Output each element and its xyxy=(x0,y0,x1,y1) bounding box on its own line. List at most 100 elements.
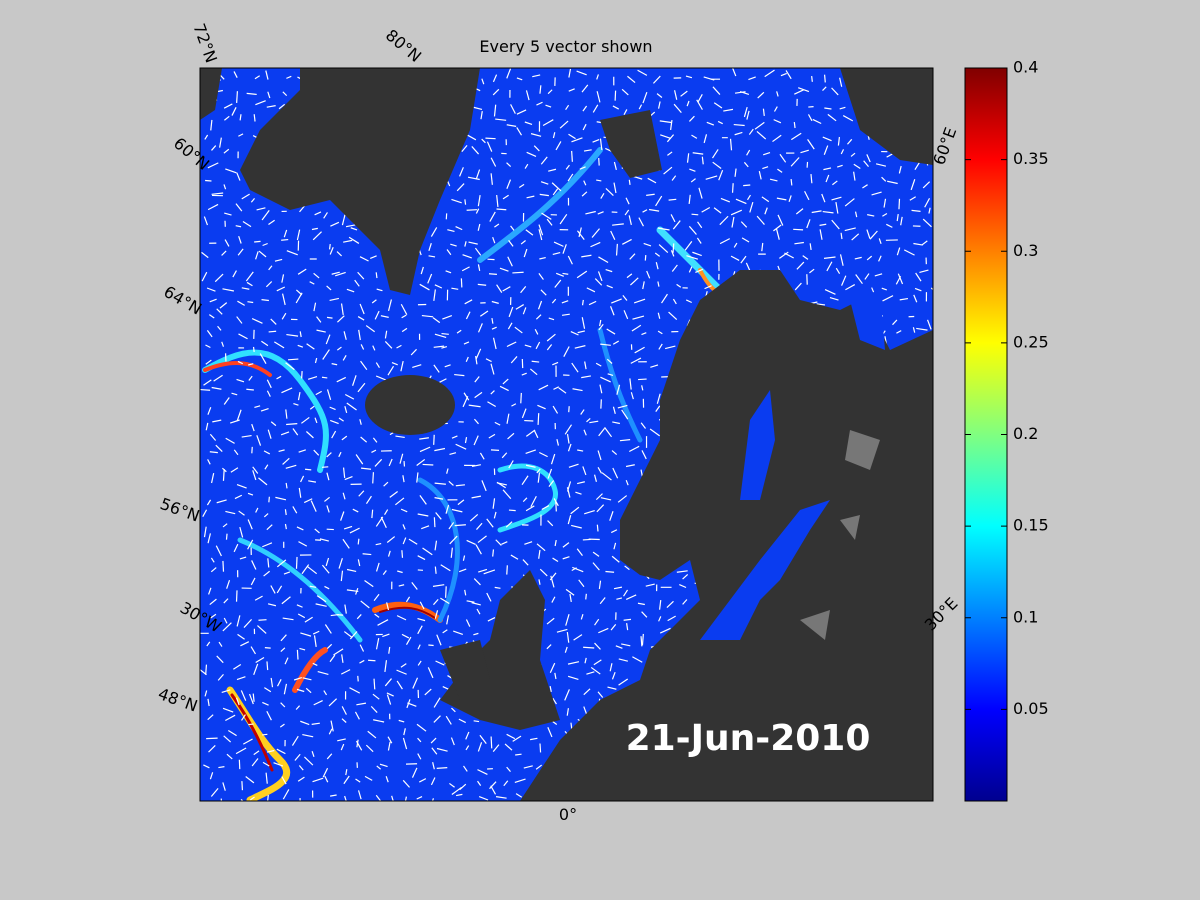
vector xyxy=(364,775,373,781)
vector xyxy=(223,148,230,154)
vector xyxy=(539,743,542,753)
vector xyxy=(451,508,463,513)
vector xyxy=(308,480,317,483)
vector xyxy=(402,524,406,530)
vector xyxy=(219,74,225,80)
vector xyxy=(230,419,240,424)
vector xyxy=(824,107,832,110)
vector xyxy=(210,613,217,619)
vector xyxy=(412,677,419,689)
vector xyxy=(546,218,553,226)
vector xyxy=(491,317,494,324)
vector xyxy=(576,230,585,241)
vector xyxy=(385,776,389,783)
vector xyxy=(567,255,573,265)
vector xyxy=(672,220,681,230)
vector xyxy=(396,669,407,675)
vector xyxy=(446,249,452,256)
vector xyxy=(922,181,931,189)
vector xyxy=(593,474,598,482)
vector xyxy=(825,174,830,183)
vector xyxy=(629,277,639,286)
vector xyxy=(621,88,629,96)
vector xyxy=(276,748,286,755)
vector xyxy=(526,195,535,199)
vector xyxy=(688,115,695,122)
vector xyxy=(746,149,751,156)
vector xyxy=(582,123,587,131)
vector xyxy=(223,103,233,109)
vector xyxy=(323,212,328,219)
vector xyxy=(436,767,448,769)
vector xyxy=(822,86,827,92)
vector xyxy=(670,119,673,130)
vector xyxy=(433,345,445,348)
vector xyxy=(632,656,643,663)
vector xyxy=(225,533,228,540)
vector xyxy=(510,356,518,364)
vector xyxy=(473,435,479,446)
vector xyxy=(590,241,601,248)
vector xyxy=(577,481,585,485)
vector xyxy=(265,281,273,288)
vector xyxy=(568,463,579,468)
vector xyxy=(232,270,237,278)
vector xyxy=(779,251,789,259)
vector xyxy=(395,497,405,506)
vector xyxy=(553,241,564,247)
vector xyxy=(855,274,863,285)
vector xyxy=(477,780,482,786)
vector xyxy=(268,265,273,271)
vector xyxy=(502,378,509,385)
vector xyxy=(629,253,636,260)
vector xyxy=(547,468,553,479)
vector xyxy=(624,565,630,571)
vector xyxy=(525,449,536,454)
vector xyxy=(358,329,361,341)
vector xyxy=(628,215,632,225)
vector xyxy=(896,330,902,334)
vector xyxy=(553,386,560,390)
vector xyxy=(499,385,509,392)
vector xyxy=(349,527,360,534)
vector xyxy=(449,782,455,788)
vector xyxy=(262,761,270,767)
vector xyxy=(371,509,374,519)
vector xyxy=(313,700,323,706)
vector xyxy=(341,706,347,715)
vector xyxy=(501,541,508,545)
vector xyxy=(213,374,223,382)
vector xyxy=(204,134,209,140)
vector xyxy=(359,644,365,652)
vector xyxy=(352,508,359,513)
vector xyxy=(584,361,587,370)
vector xyxy=(374,310,380,320)
vector xyxy=(652,75,661,84)
vector xyxy=(657,312,661,319)
vector xyxy=(526,151,537,157)
vector xyxy=(612,105,620,110)
vector xyxy=(310,500,317,512)
vector xyxy=(545,104,552,108)
vector xyxy=(304,756,314,766)
vector xyxy=(222,288,235,292)
vector xyxy=(224,115,230,121)
vector xyxy=(331,271,340,275)
vector xyxy=(657,227,670,231)
vector xyxy=(251,560,257,570)
vector xyxy=(835,267,841,275)
vector xyxy=(281,776,287,785)
vector xyxy=(237,360,244,365)
vector xyxy=(430,777,436,786)
vector xyxy=(422,547,433,556)
vector xyxy=(274,258,283,262)
vector xyxy=(640,469,643,477)
vector xyxy=(483,569,496,575)
vector xyxy=(574,345,586,349)
vector xyxy=(521,408,527,419)
vector xyxy=(296,604,303,608)
vector xyxy=(530,495,537,508)
vector xyxy=(294,753,301,761)
vector xyxy=(546,617,555,625)
vector xyxy=(375,562,380,572)
